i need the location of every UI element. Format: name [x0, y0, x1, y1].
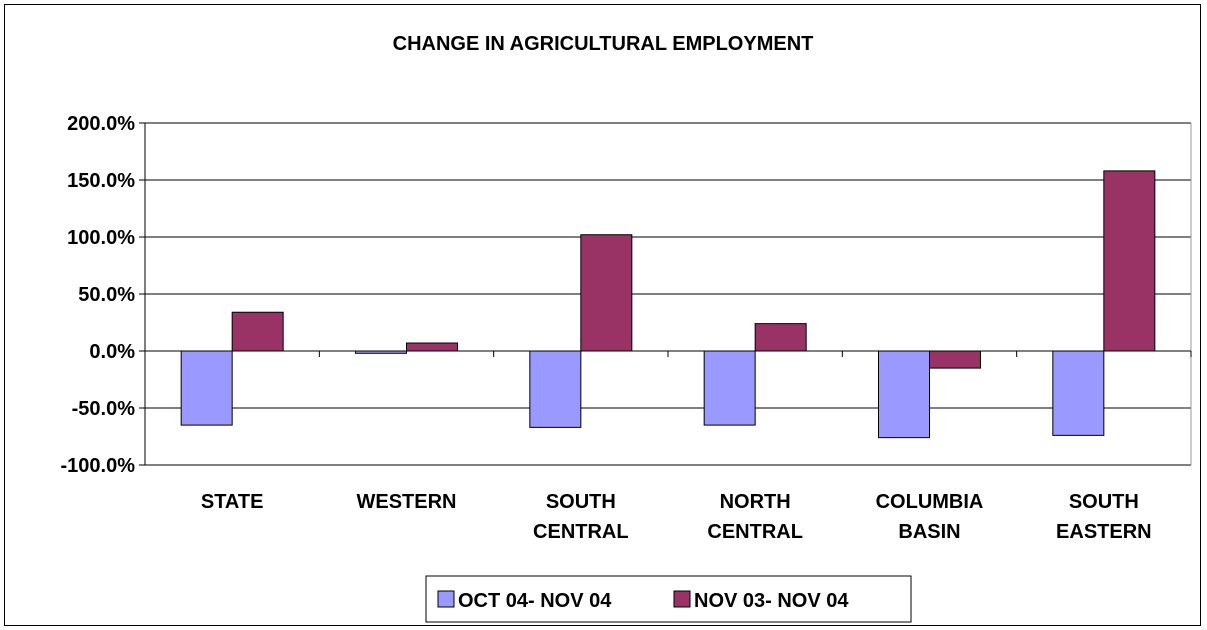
y-tick-labels: 200.0% 150.0% 100.0% 50.0% 0.0% -50.0% -100.0% [61, 113, 136, 477]
bar [529, 350, 582, 428]
legend-label: NOV 03- NOV 04 [694, 590, 849, 612]
y-tick-label: 0.0% [89, 341, 135, 363]
bar [703, 350, 756, 426]
bars [180, 170, 1156, 439]
y-tick-label: 150.0% [67, 170, 135, 192]
gridlines [145, 122, 1191, 466]
bar [231, 311, 284, 352]
legend-box [425, 575, 912, 623]
bar [754, 323, 807, 352]
bar [406, 342, 458, 352]
chart-frame: CHANGE IN AGRICULTURAL EMPLOYMENT 200.0%… [4, 4, 1201, 626]
bar-chart: CHANGE IN AGRICULTURAL EMPLOYMENT 200.0%… [61, 33, 1192, 623]
y-tick-label: -50.0% [72, 398, 136, 420]
chart-title: CHANGE IN AGRICULTURAL EMPLOYMENT [393, 33, 814, 55]
bar [929, 350, 981, 369]
y-tick-label: -100.0% [61, 455, 136, 477]
bar [580, 234, 633, 352]
bar [180, 350, 233, 426]
category-label: WESTERN [357, 491, 457, 513]
category-label: STATE [201, 491, 264, 513]
category-label: SOUTH CENTRAL [533, 491, 629, 543]
bar [878, 350, 930, 439]
y-tick-label: 50.0% [78, 284, 135, 306]
legend: OCT 04- NOV 04 NOV 03- NOV 04 [425, 575, 912, 623]
legend-swatch [437, 590, 455, 608]
category-label: SOUTH EASTERN [1056, 491, 1152, 543]
axes [139, 122, 1192, 466]
bar [1052, 350, 1105, 436]
legend-swatch [673, 590, 691, 608]
bar [1103, 170, 1156, 352]
category-label: NORTH CENTRAL [707, 491, 803, 543]
y-tick-label: 200.0% [67, 113, 135, 135]
category-label: COLUMBIA BASIN [876, 491, 984, 543]
y-tick-label: 100.0% [67, 227, 135, 249]
category-labels: STATE WESTERN SOUTH CENTRAL NORTH CENTRAL COLU… [201, 491, 1152, 543]
legend-label: OCT 04- NOV 04 [458, 590, 612, 612]
